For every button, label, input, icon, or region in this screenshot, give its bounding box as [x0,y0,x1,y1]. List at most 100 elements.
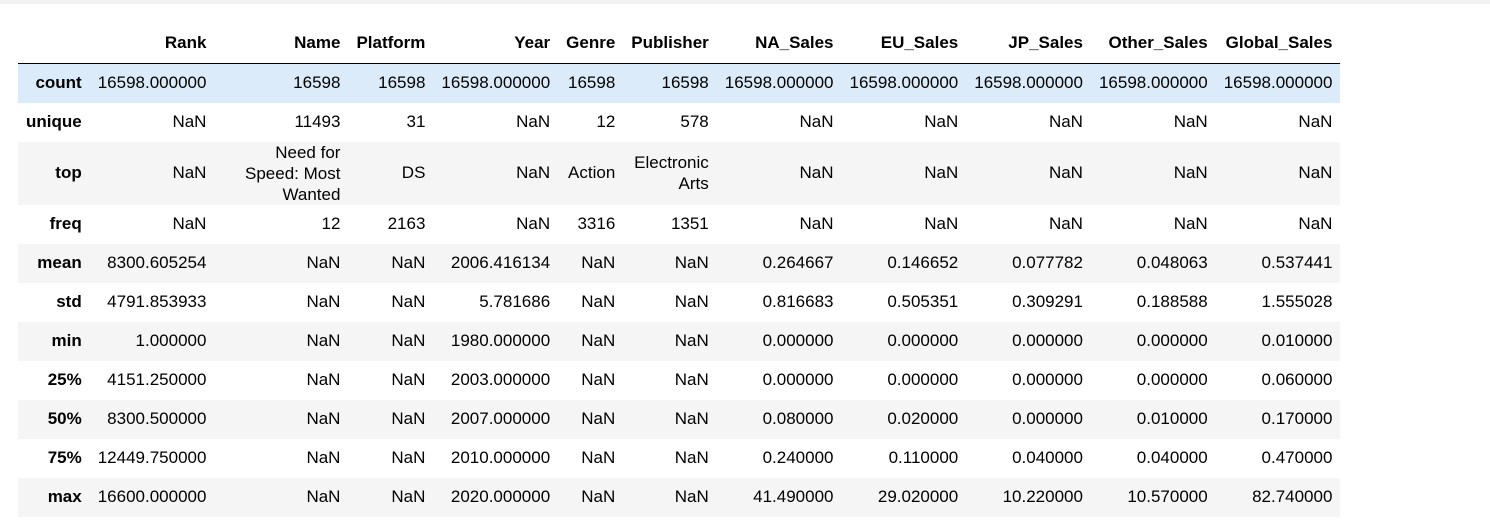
table-cell: 16598.000000 [849,73,959,93]
table-cell: 0.000000 [762,331,834,350]
table-cell: NaN [674,292,709,311]
table-cell: 11493 [294,112,341,131]
table-cell: 0.000000 [1012,409,1083,428]
table-cell: 0.000000 [1012,331,1083,350]
row-label: 50% [47,409,82,428]
table-cell: NaN [172,163,207,182]
table-cell: 41.490000 [753,487,834,506]
column-header-other-sales: Other_Sales [1090,23,1216,64]
table-cell: 1351 [670,214,709,233]
table-cell: NaN [1173,163,1208,182]
row-label: mean [37,253,82,272]
table-cell: NaN [306,487,341,506]
table-row: 50% 8300.500000 NaN NaN 2007.000000 NaN … [18,399,1341,439]
table-cell: 0.040000 [1012,448,1083,467]
table-cell: 0.816683 [762,292,834,311]
table-cell: NaN [516,163,551,182]
table-cell: 2020.000000 [450,487,551,506]
header-row: Rank Name Platform Year Genre Publisher … [18,23,1341,64]
table-cell: 16598.000000 [1098,73,1208,93]
row-label: min [51,331,82,350]
table-cell: 16598 [378,73,426,93]
table-cell: 4791.853933 [107,292,207,311]
table-cell: NaN [1298,112,1333,131]
table-cell: 0.000000 [1136,370,1208,389]
table-cell: 16598 [293,73,341,93]
table-row: mean 8300.605254 NaN NaN 2006.416134 NaN… [18,243,1341,283]
table-cell: NaN [1048,112,1083,131]
table-cell: 0.000000 [1136,331,1208,350]
table-cell: 1980.000000 [450,331,551,350]
table-cell: 16598 [661,73,709,93]
table-cell: 0.470000 [1261,448,1333,467]
table-row[interactable]: count 16598.000000 16598 16598 16598.000… [18,63,1341,103]
table-cell: 0.000000 [762,370,834,389]
table-cell: 4151.250000 [107,370,207,389]
table-cell: NaN [391,487,426,506]
row-label: top [55,163,82,182]
table-cell: NaN [1298,163,1333,182]
table-cell: NaN [172,112,207,131]
table-cell: NaN [306,370,341,389]
table-row: std 4791.853933 NaN NaN 5.781686 NaN NaN… [18,283,1340,322]
table-cell: NaN [674,331,709,350]
table-cell: NaN [674,487,709,506]
table-cell: 12449.750000 [97,448,207,467]
table-cell: NaN [581,487,616,506]
table-cell: NaN [674,448,709,467]
dataframe-container: Rank Name Platform Year Genre Publisher … [18,23,1341,517]
row-label: freq [49,214,82,233]
row-label: unique [26,112,82,131]
table-cell: DS [401,163,426,182]
table-cell: 16598.000000 [441,73,551,93]
table-cell: NaN [516,214,551,233]
column-header-rank: Rank [89,23,215,64]
table-cell: NaN [674,253,709,272]
table-row: min 1.000000 NaN NaN 1980.000000 NaN NaN… [18,321,1341,361]
table-cell: 8300.605254 [107,253,207,272]
table-cell: NaN [581,292,616,311]
table-cell: 0.040000 [1136,448,1208,467]
table-cell: NaN [391,292,426,311]
table-cell: NaN [674,370,709,389]
table-cell: 12 [321,214,341,233]
table-cell: Electronic Arts [634,153,709,193]
column-header-publisher: Publisher [623,23,717,64]
table-cell: NaN [391,331,426,350]
table-cell: NaN [306,292,341,311]
table-cell: NaN [581,331,616,350]
table-cell: NaN [674,409,709,428]
table-cell: NaN [1048,214,1083,233]
table-cell: 0.170000 [1261,409,1333,428]
table-cell: NaN [1048,163,1083,182]
table-row: unique NaN 11493 31 NaN 12 578 NaN NaN N… [18,103,1340,142]
table-cell: 10.570000 [1127,487,1208,506]
table-cell: 0.505351 [887,292,959,311]
table-row: 25% 4151.250000 NaN NaN 2003.000000 NaN … [18,361,1340,400]
column-header-jp-sales: JP_Sales [966,23,1091,64]
table-cell: 0.077782 [1012,253,1083,272]
table-cell: NaN [391,448,426,467]
table-cell: NaN [391,370,426,389]
table-cell: 0.020000 [887,409,959,428]
table-cell: 10.220000 [1002,487,1083,506]
column-header-global-sales: Global_Sales [1215,23,1341,64]
column-header-eu-sales: EU_Sales [841,23,967,64]
table-cell: NaN [581,448,616,467]
table-cell: NaN [1298,214,1333,233]
table-cell: NaN [799,112,834,131]
table-cell: NaN [306,409,341,428]
table-cell: NaN [306,253,341,272]
table-cell: 2003.000000 [450,370,551,389]
table-cell: 16598.000000 [1223,73,1333,93]
table-cell: 16598.000000 [974,73,1083,93]
table-cell: 29.020000 [877,487,959,506]
table-cell: NaN [391,253,426,272]
table-cell: NaN [924,163,959,182]
table-cell: Need for Speed: Most Wanted [245,142,341,204]
table-cell: 0.000000 [887,370,959,389]
table-cell: NaN [799,163,834,182]
table-header: Rank Name Platform Year Genre Publisher … [18,23,1341,64]
table-cell: 0.010000 [1136,409,1208,428]
table-row: 75% 12449.750000 NaN NaN 2010.000000 NaN… [18,439,1340,478]
